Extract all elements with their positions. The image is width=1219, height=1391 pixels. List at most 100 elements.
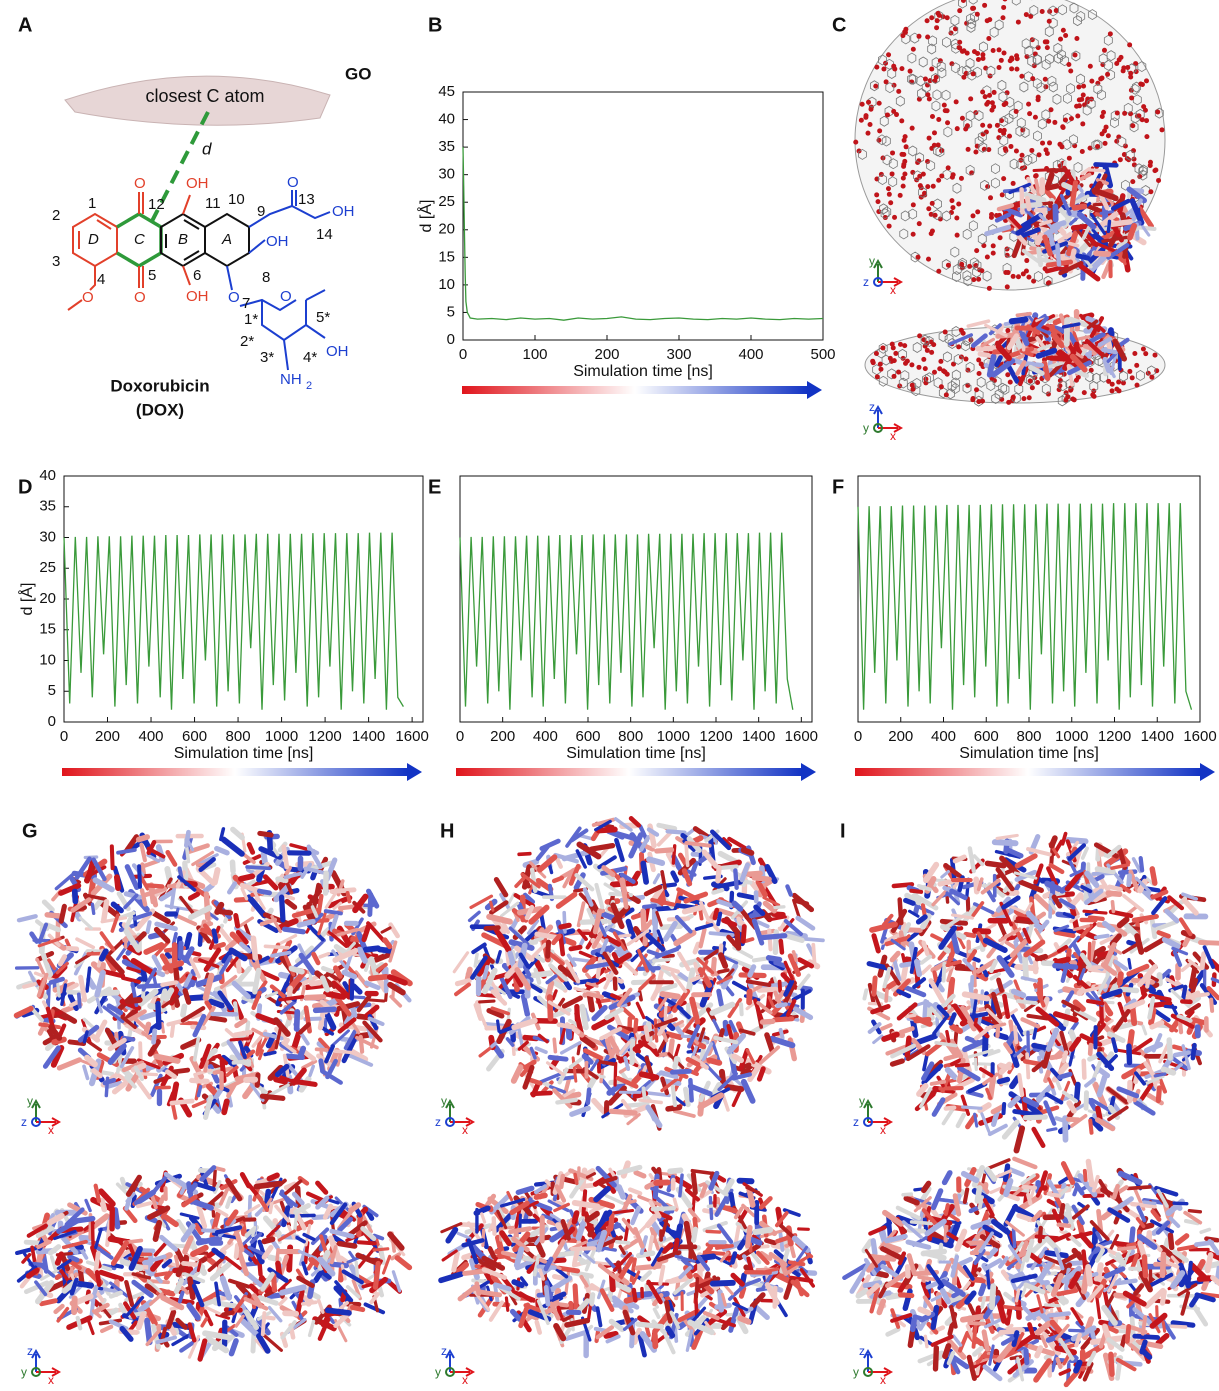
molecule-stick (524, 996, 528, 1014)
molecule-stick (966, 934, 974, 935)
molecule-stick (139, 866, 140, 887)
molecule-stick (128, 1000, 140, 1001)
molecule-stick (734, 983, 747, 990)
molecule-stick (67, 948, 77, 949)
molecule-stick (223, 1312, 232, 1314)
molecule-stick (599, 857, 615, 867)
molecule-stick (701, 930, 705, 947)
molecule-stick (111, 1293, 121, 1297)
oxygen-atom (982, 3, 987, 8)
molecule-stick (1064, 185, 1073, 189)
molecule-stick (51, 979, 63, 982)
distance-label: d (202, 139, 212, 158)
molecule-stick (183, 1006, 184, 1014)
oxygen-atom (1063, 398, 1068, 403)
molecule-stick (284, 847, 287, 867)
oxygen-atom (980, 399, 985, 404)
molecule-stick (354, 997, 364, 998)
molecule-stick (156, 1242, 167, 1254)
oxygen-atom (860, 102, 865, 107)
oxygen-atom (1060, 124, 1065, 129)
molecule-stick (638, 1324, 661, 1326)
molecule-stick (264, 1239, 272, 1241)
oxygen-atom (859, 118, 864, 123)
oxygen-atom (950, 205, 955, 210)
molecule-stick (77, 939, 93, 947)
molecule-stick (546, 1287, 548, 1304)
molecule-stick (239, 1252, 246, 1274)
molecule-stick (645, 935, 646, 943)
molecule-stick (574, 1213, 576, 1222)
molecule-stick (657, 850, 672, 851)
molecule-stick (358, 1255, 377, 1263)
molecule-stick (739, 895, 756, 898)
molecule-stick (112, 915, 117, 931)
molecule-stick (668, 1107, 679, 1109)
molecule-stick (666, 885, 675, 886)
oxygen-atom (944, 392, 949, 397)
oxygen-atom (976, 57, 981, 62)
molecule-stick (1022, 189, 1023, 212)
oxygen-atom (1026, 275, 1031, 280)
molecule-stick (697, 925, 712, 929)
molecule-stick (718, 914, 720, 925)
molecule-stick (575, 1203, 598, 1206)
molecule-stick (260, 833, 271, 835)
oxygen-atom (1153, 353, 1158, 358)
molecule-stick (380, 949, 392, 950)
molecule-stick (606, 1334, 615, 1336)
molecule-stick (734, 903, 740, 908)
oxygen-atom (1122, 111, 1127, 116)
oxygen-atom (1035, 380, 1040, 385)
molecule-stick (686, 843, 688, 865)
molecule-stick (44, 902, 52, 910)
oxygen-atom (930, 114, 935, 119)
oxygen-atom (917, 221, 922, 226)
oxygen-atom (886, 52, 891, 57)
molecule-stick (970, 848, 974, 871)
molecule-stick (79, 994, 80, 1007)
molecule-stick (352, 1007, 354, 1016)
oxygen-atom (916, 365, 921, 370)
molecule-stick (749, 873, 761, 874)
molecule-stick (1101, 212, 1113, 214)
oxygen-atom (916, 255, 921, 260)
molecule-stick (510, 953, 514, 966)
molecule-stick (482, 1214, 485, 1222)
molecule-stick (1051, 358, 1069, 359)
molecule-stick (233, 862, 234, 871)
molecule-stick (620, 935, 630, 936)
oxygen-atom (1115, 110, 1120, 115)
oxygen-atom (1129, 95, 1134, 100)
oxygen-atom (1159, 127, 1164, 132)
oxygen-atom (935, 18, 940, 23)
oxygen-atom (946, 165, 951, 170)
molecule-stick (186, 832, 188, 845)
atom: OH (186, 175, 209, 192)
oxygen-atom (986, 100, 991, 105)
molecule-stick (710, 933, 732, 935)
oxygen-atom (1148, 189, 1153, 194)
atom: O (82, 289, 94, 306)
molecule-stick (673, 1087, 675, 1105)
molecule-stick (1193, 1020, 1203, 1022)
molecule-stick (1023, 204, 1040, 206)
oxygen-atom (975, 209, 980, 214)
oxygen-atom (974, 248, 979, 253)
molecule-stick (297, 1012, 298, 1029)
oxygen-atom (997, 65, 1002, 70)
molecule-stick (391, 997, 400, 1006)
molecule-stick (486, 928, 498, 929)
molecule-stick (715, 910, 717, 918)
oxygen-atom (1024, 268, 1029, 273)
molecule-stick (249, 844, 252, 852)
molecule-stick (42, 1301, 56, 1304)
oxygen-atom (987, 93, 992, 98)
molecule-stick (1048, 170, 1064, 171)
molecule-stick (234, 1061, 250, 1063)
molecule-stick (758, 922, 768, 926)
molecule-stick (720, 866, 737, 868)
oxygen-atom (1052, 120, 1057, 125)
molecule-stick (514, 1021, 535, 1028)
molecule-stick (640, 1100, 661, 1102)
